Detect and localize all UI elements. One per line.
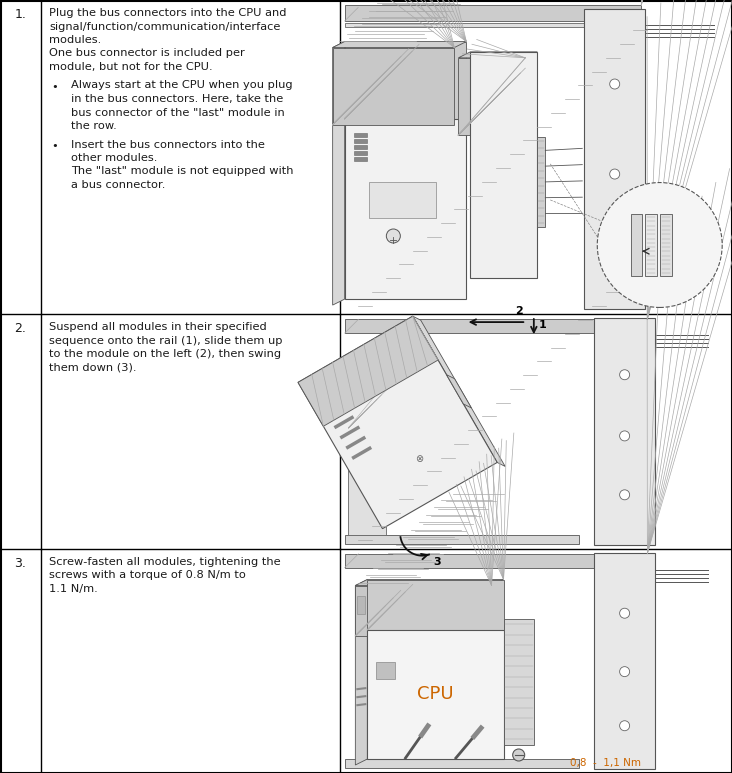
Circle shape [619,608,630,618]
Text: •: • [52,141,59,152]
Bar [354,139,367,143]
Text: 1.1 N/m.: 1.1 N/m. [49,584,98,594]
Text: in the bus connectors. Here, take the: in the bus connectors. Here, take the [71,94,283,104]
Text: Always start at the CPU when you plug: Always start at the CPU when you plug [71,80,293,90]
Polygon shape [413,316,505,466]
Text: 2.: 2. [15,322,26,335]
Text: 1: 1 [539,320,547,330]
Bar [345,42,466,119]
Circle shape [619,490,630,500]
Polygon shape [332,42,345,305]
Text: other modules.: other modules. [71,153,157,163]
Bar [369,182,436,218]
Bar [645,214,657,276]
Text: 3: 3 [433,557,441,567]
Text: bus connector of the "last" module in: bus connector of the "last" module in [71,107,285,117]
Text: CPU: CPU [417,686,454,703]
Bar [348,382,386,428]
Circle shape [610,169,620,179]
Text: •: • [52,82,59,92]
Text: to the module on the left (2), then swing: to the module on the left (2), then swin… [49,349,281,359]
Circle shape [610,238,620,248]
Bar [584,9,645,309]
Text: 0,8  -  1,1 Nm: 0,8 - 1,1 Nm [569,758,640,768]
Text: modules.: modules. [49,35,101,45]
Bar [345,319,647,333]
Bar [357,595,365,614]
Bar [376,662,395,679]
Text: Suspend all modules in their specified: Suspend all modules in their specified [49,322,266,332]
Text: 2: 2 [515,306,523,316]
Text: 1.: 1. [15,8,26,21]
Text: them down (3).: them down (3). [49,363,136,373]
Text: the row.: the row. [71,121,116,131]
Bar [345,119,466,299]
Polygon shape [458,52,537,58]
Bar [345,553,647,567]
Text: Insert the bus connectors into the: Insert the bus connectors into the [71,139,265,149]
Text: sequence onto the rail (1), slide them up: sequence onto the rail (1), slide them u… [49,335,283,346]
Circle shape [619,369,630,380]
Bar [345,759,579,768]
Bar [345,535,579,543]
Circle shape [512,749,525,761]
Bar [537,137,545,227]
Bar [504,619,534,744]
Bar [660,214,673,276]
Polygon shape [447,375,471,408]
Bar [471,52,537,278]
Bar [354,152,367,155]
Text: ⊗: ⊗ [414,454,423,464]
Polygon shape [298,316,438,426]
Text: Plug the bus connectors into the CPU and: Plug the bus connectors into the CPU and [49,8,286,18]
Bar [458,58,526,135]
Text: Screw-fasten all modules, tightening the: Screw-fasten all modules, tightening the [49,557,280,567]
Text: One bus connector is included per: One bus connector is included per [49,49,244,59]
Polygon shape [298,316,497,529]
Circle shape [619,666,630,676]
Polygon shape [355,580,504,585]
Bar [594,553,655,769]
Bar [367,630,504,759]
Bar [332,47,455,124]
Circle shape [619,720,630,730]
Text: screws with a torque of 0.8 N/m to: screws with a torque of 0.8 N/m to [49,570,246,581]
Bar [354,157,367,162]
Bar [630,214,641,276]
Bar [354,133,367,138]
Bar [367,580,504,630]
Polygon shape [332,42,466,47]
Bar [348,382,386,535]
Polygon shape [355,580,367,765]
Bar [354,145,367,149]
Circle shape [597,182,722,308]
Bar [594,318,655,545]
Text: 3.: 3. [15,557,26,570]
Text: The "last" module is not equipped with: The "last" module is not equipped with [71,166,294,176]
Bar [355,585,492,635]
Bar [345,5,641,21]
Text: signal/function/communication/interface: signal/function/communication/interface [49,22,280,32]
Text: a bus connector.: a bus connector. [71,180,165,190]
Circle shape [610,79,620,89]
Circle shape [619,431,630,441]
Bar [345,23,641,27]
Circle shape [386,229,400,243]
Text: module, but not for the CPU.: module, but not for the CPU. [49,62,212,72]
